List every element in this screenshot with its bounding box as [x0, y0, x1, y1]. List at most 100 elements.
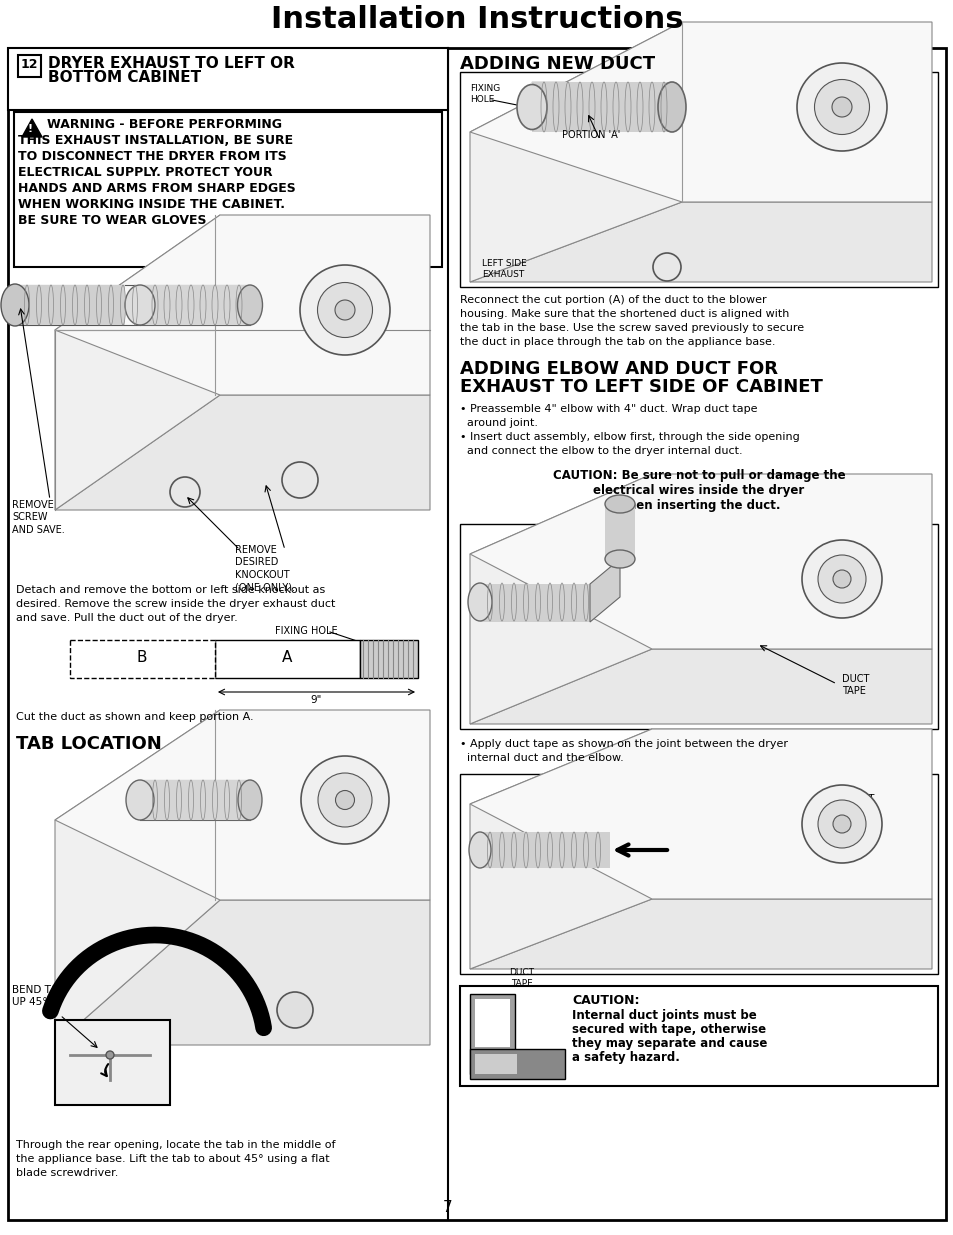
Text: • Apply duct tape as shown on the joint between the dryer: • Apply duct tape as shown on the joint …	[459, 739, 787, 748]
Bar	[55, 1020, 170, 1105]
Text: DUCT
TAPE: DUCT TAPE	[841, 674, 868, 697]
Text: CAUTION: Be sure not to pull or damage the: CAUTION: Be sure not to pull or damage t…	[552, 469, 844, 482]
Text: FIXING
HOLE: FIXING HOLE	[470, 84, 499, 104]
Bar	[532, 82, 671, 132]
Text: WARNING - BEFORE PERFORMING: WARNING - BEFORE PERFORMING	[47, 119, 282, 131]
Polygon shape	[55, 215, 430, 395]
Text: CAUTION:: CAUTION:	[572, 994, 639, 1007]
Bar	[459, 986, 937, 1086]
Ellipse shape	[801, 785, 882, 863]
Bar	[459, 72, 937, 287]
Bar	[214, 640, 359, 678]
Text: the tab in the base. Use the screw saved previously to secure: the tab in the base. Use the screw saved…	[459, 324, 803, 333]
Text: REMOVE
DESIRED
KNOCKOUT
(ONE ONLY).: REMOVE DESIRED KNOCKOUT (ONE ONLY).	[234, 545, 294, 593]
Text: Reconnect the cut portion (A) of the duct to the blower: Reconnect the cut portion (A) of the duc…	[459, 295, 766, 305]
Ellipse shape	[469, 832, 491, 868]
Text: WHEN WORKING INSIDE THE CABINET.: WHEN WORKING INSIDE THE CABINET.	[18, 198, 285, 211]
Ellipse shape	[801, 540, 882, 618]
Polygon shape	[22, 119, 42, 137]
Bar	[8, 48, 448, 110]
Text: TO DISCONNECT THE DRYER FROM ITS: TO DISCONNECT THE DRYER FROM ITS	[18, 149, 287, 163]
Polygon shape	[470, 729, 931, 899]
Text: BE SURE TO WEAR GLOVES: BE SURE TO WEAR GLOVES	[18, 214, 206, 227]
Text: around joint.: around joint.	[459, 417, 537, 429]
Text: the duct in place through the tab on the appliance base.: the duct in place through the tab on the…	[459, 337, 775, 347]
Polygon shape	[470, 899, 931, 969]
Bar	[479, 832, 609, 868]
Ellipse shape	[517, 84, 546, 130]
Ellipse shape	[237, 781, 262, 820]
Text: THIS EXHAUST INSTALLATION, BE SURE: THIS EXHAUST INSTALLATION, BE SURE	[18, 135, 293, 147]
Ellipse shape	[335, 300, 355, 320]
Ellipse shape	[301, 756, 389, 844]
Text: 7: 7	[443, 1200, 453, 1215]
Text: secured with tape, otherwise: secured with tape, otherwise	[572, 1023, 765, 1036]
Text: and save. Pull the duct out of the dryer.: and save. Pull the duct out of the dryer…	[16, 613, 237, 622]
Ellipse shape	[604, 495, 635, 513]
Text: ADDING ELBOW AND DUCT FOR: ADDING ELBOW AND DUCT FOR	[459, 359, 778, 378]
Text: B: B	[136, 651, 147, 666]
Polygon shape	[55, 215, 220, 510]
Text: HANDS AND ARMS FROM SHARP EDGES: HANDS AND ARMS FROM SHARP EDGES	[18, 182, 295, 195]
Polygon shape	[470, 729, 651, 969]
Polygon shape	[55, 710, 430, 900]
Ellipse shape	[299, 266, 390, 354]
Text: PORTION 'A': PORTION 'A'	[561, 130, 619, 140]
Text: 9": 9"	[310, 695, 321, 705]
Circle shape	[282, 462, 317, 498]
Text: desired. Remove the screw inside the dryer exhaust duct: desired. Remove the screw inside the dry…	[16, 599, 335, 609]
Text: DRYER EXHAUST TO LEFT OR: DRYER EXHAUST TO LEFT OR	[48, 56, 294, 70]
Text: Detach and remove the bottom or left side knockout as: Detach and remove the bottom or left sid…	[16, 585, 325, 595]
Text: electrical wires inside the dryer: electrical wires inside the dryer	[593, 484, 803, 496]
Ellipse shape	[796, 63, 886, 151]
Text: housing. Make sure that the shortened duct is aligned with: housing. Make sure that the shortened du…	[459, 309, 788, 319]
Text: a safety hazard.: a safety hazard.	[572, 1051, 679, 1065]
Text: BEND TAB
UP 45°: BEND TAB UP 45°	[12, 986, 64, 1008]
Bar	[359, 640, 417, 678]
Ellipse shape	[126, 781, 153, 820]
Text: DUCT
TAPE: DUCT TAPE	[509, 968, 534, 988]
Bar	[140, 285, 250, 325]
Bar	[70, 640, 214, 678]
Ellipse shape	[317, 773, 372, 827]
Bar	[470, 1049, 564, 1079]
Text: !: !	[28, 124, 32, 135]
Polygon shape	[55, 710, 220, 1045]
Text: LEFT SIDE
EXHAUST: LEFT SIDE EXHAUST	[481, 259, 526, 279]
Ellipse shape	[831, 98, 851, 117]
Text: Cut the duct as shown and keep portion A.: Cut the duct as shown and keep portion A…	[16, 713, 253, 722]
Ellipse shape	[125, 285, 154, 325]
Text: and connect the elbow to the dryer internal duct.: and connect the elbow to the dryer inter…	[459, 446, 741, 456]
Text: when inserting the duct.: when inserting the duct.	[617, 499, 780, 513]
Ellipse shape	[817, 555, 865, 603]
Ellipse shape	[658, 82, 685, 132]
Text: Internal duct joints must be: Internal duct joints must be	[572, 1009, 756, 1023]
Ellipse shape	[814, 79, 868, 135]
Text: • Insert duct assembly, elbow first, through the side opening: • Insert duct assembly, elbow first, thr…	[459, 432, 799, 442]
Text: ADDING NEW DUCT: ADDING NEW DUCT	[459, 56, 655, 73]
Ellipse shape	[1, 284, 29, 326]
Ellipse shape	[604, 550, 635, 568]
Circle shape	[652, 253, 680, 282]
Text: TAB LOCATION: TAB LOCATION	[16, 735, 162, 753]
Text: Through the rear opening, locate the tab in the middle of: Through the rear opening, locate the tab…	[16, 1140, 335, 1150]
Text: EXHAUST TO LEFT SIDE OF CABINET: EXHAUST TO LEFT SIDE OF CABINET	[459, 378, 822, 396]
Text: DUCT
TAPE: DUCT TAPE	[846, 794, 874, 816]
Polygon shape	[470, 474, 651, 724]
Polygon shape	[470, 22, 681, 282]
Circle shape	[276, 992, 313, 1028]
Bar	[479, 584, 589, 622]
Polygon shape	[470, 474, 931, 650]
Polygon shape	[55, 900, 430, 1045]
Ellipse shape	[817, 800, 865, 848]
Bar	[604, 504, 635, 559]
Bar	[459, 524, 937, 729]
Text: they may separate and cause: they may separate and cause	[572, 1037, 766, 1050]
Text: internal duct and the elbow.: internal duct and the elbow.	[459, 753, 623, 763]
Polygon shape	[470, 650, 931, 724]
Polygon shape	[470, 203, 931, 282]
Ellipse shape	[317, 283, 372, 337]
Bar	[475, 1053, 517, 1074]
Text: Installation Instructions: Installation Instructions	[271, 5, 682, 35]
Text: REMOVE
SCREW
AND SAVE.: REMOVE SCREW AND SAVE.	[12, 500, 65, 535]
